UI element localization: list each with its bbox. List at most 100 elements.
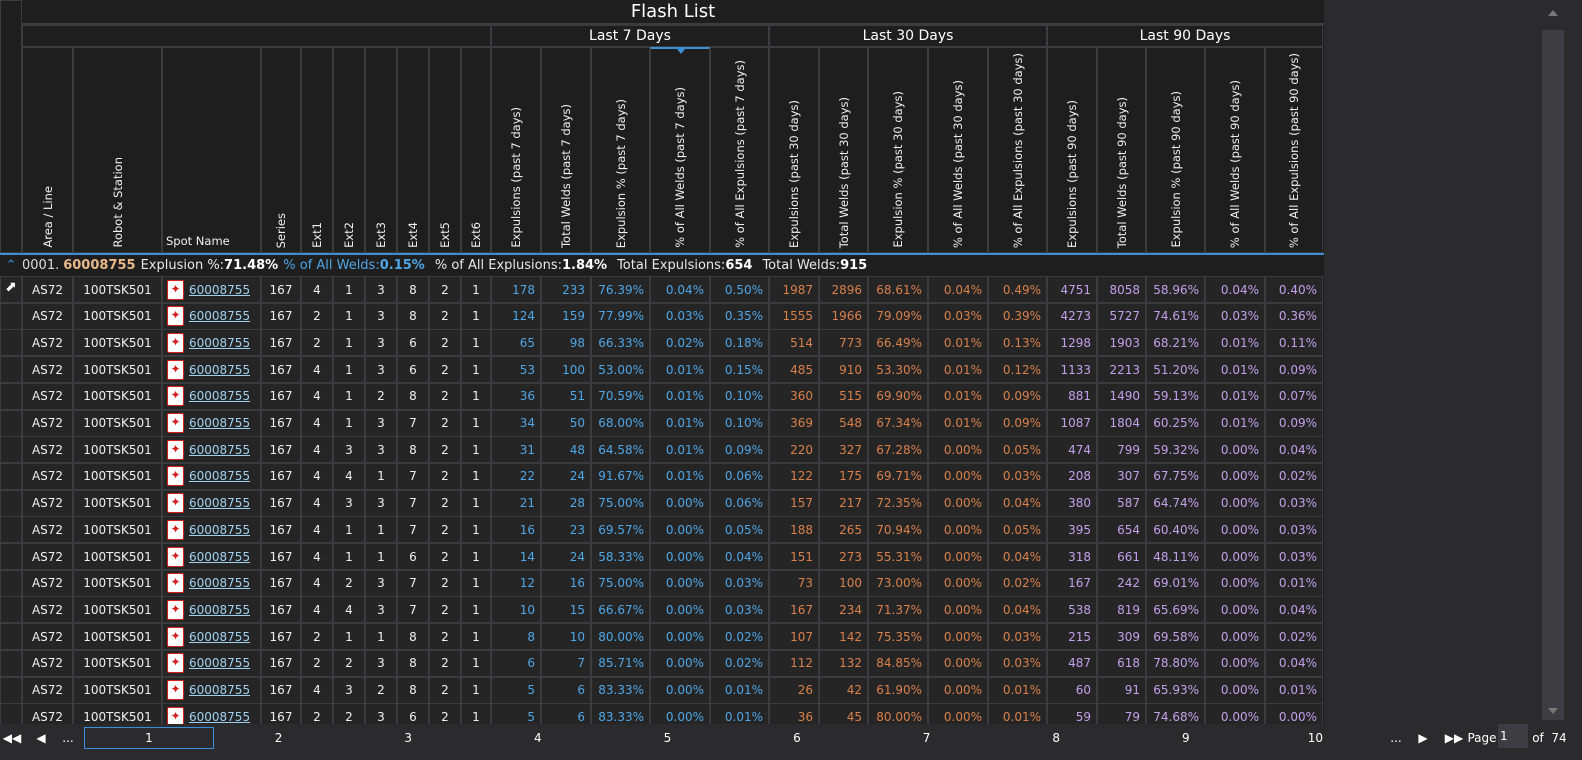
pdf-icon[interactable]: ✦: [167, 279, 184, 300]
spot-link[interactable]: 60008755: [189, 656, 251, 671]
column-header[interactable]: % of All Expulsions (past 7 days): [710, 47, 769, 253]
vertical-scrollbar[interactable]: [1538, 0, 1568, 724]
page-7-button[interactable]: 7: [922, 731, 931, 745]
spot-link[interactable]: 60008755: [189, 416, 251, 430]
row-indicator[interactable]: ⬈: [0, 276, 22, 303]
column-header[interactable]: Total Welds (past 7 days): [541, 47, 591, 253]
cell-spot-name[interactable]: ✦ 60008755: [162, 436, 261, 464]
pdf-icon[interactable]: ✦: [167, 439, 184, 460]
row-indicator[interactable]: [0, 329, 22, 357]
column-header[interactable]: Ext3: [365, 47, 397, 253]
cell-spot-name[interactable]: ✦ 60008755: [162, 462, 261, 490]
cell-spot-name[interactable]: ✦ 60008755: [162, 623, 261, 651]
page-10-button[interactable]: 10: [1307, 731, 1324, 745]
pdf-icon[interactable]: ✦: [167, 493, 184, 514]
page-5-button[interactable]: 5: [663, 731, 672, 745]
pdf-icon[interactable]: ✦: [167, 306, 184, 327]
column-header[interactable]: Expulsion % (past 7 days): [591, 47, 650, 253]
page-1-button[interactable]: 1: [84, 727, 214, 749]
spot-link[interactable]: 60008755: [189, 496, 251, 511]
row-indicator[interactable]: [0, 569, 22, 597]
pdf-icon[interactable]: ✦: [167, 466, 184, 487]
column-header[interactable]: Expulsion % (past 30 days): [868, 47, 928, 253]
cell-spot-name[interactable]: ✦ 60008755: [162, 329, 261, 357]
cell-spot-name[interactable]: ✦ 60008755: [162, 569, 261, 597]
column-header[interactable]: Ext6: [461, 47, 491, 253]
last-page-button[interactable]: ▶▶: [1444, 731, 1464, 745]
column-header[interactable]: % of All Welds (past 90 days): [1205, 47, 1265, 253]
spot-link[interactable]: 60008755: [189, 389, 251, 404]
prev-page-button[interactable]: ◀: [36, 731, 46, 745]
sort-desc-icon[interactable]: [677, 49, 685, 54]
pdf-icon[interactable]: ✦: [167, 573, 184, 594]
spot-link[interactable]: 60008755: [189, 576, 251, 591]
scrollbar-thumb[interactable]: [1542, 30, 1564, 720]
column-header[interactable]: Expulsion % (past 90 days): [1146, 47, 1205, 253]
cell-spot-name[interactable]: ✦ 60008755: [162, 703, 261, 724]
spot-link[interactable]: 60008755: [189, 362, 251, 377]
cell-spot-name[interactable]: ✦ 60008755: [162, 409, 261, 437]
pdf-icon[interactable]: ✦: [167, 680, 184, 700]
spot-link[interactable]: 60008755: [189, 309, 251, 324]
spot-link[interactable]: 60008755: [189, 335, 251, 350]
column-header[interactable]: Area / Line: [22, 47, 73, 253]
pdf-icon[interactable]: ✦: [167, 599, 184, 620]
row-indicator[interactable]: [0, 623, 22, 651]
row-indicator[interactable]: [0, 382, 22, 410]
row-indicator[interactable]: [0, 462, 22, 490]
scroll-down-icon[interactable]: [1548, 708, 1558, 714]
row-indicator[interactable]: [0, 649, 22, 677]
cell-spot-name[interactable]: ✦ 60008755: [162, 543, 261, 570]
column-header[interactable]: Spot Name: [162, 47, 261, 253]
column-header[interactable]: Robot & Station: [73, 47, 162, 253]
pdf-icon[interactable]: ✦: [167, 706, 184, 724]
cell-spot-name[interactable]: ✦ 60008755: [162, 676, 261, 704]
page-9-button[interactable]: 9: [1181, 731, 1190, 745]
column-header[interactable]: Ext1: [301, 47, 333, 253]
column-header[interactable]: Total Welds (past 30 days): [819, 47, 868, 253]
column-header[interactable]: Expulsions (past 7 days): [491, 47, 541, 253]
spot-link[interactable]: 60008755: [189, 549, 251, 564]
row-indicator[interactable]: [0, 596, 22, 624]
scroll-up-icon[interactable]: [1548, 10, 1558, 16]
spot-link[interactable]: 60008755: [189, 282, 251, 297]
spot-link[interactable]: 60008755: [189, 602, 251, 617]
page-3-button[interactable]: 3: [404, 731, 412, 745]
cell-spot-name[interactable]: ✦ 60008755: [162, 302, 261, 330]
column-header[interactable]: % of All Expulsions (past 30 days): [988, 47, 1047, 253]
column-header[interactable]: Expulsions (past 30 days): [769, 47, 819, 253]
spot-link[interactable]: 60008755: [189, 469, 251, 484]
cell-spot-name[interactable]: ✦ 60008755: [162, 649, 261, 677]
row-indicator[interactable]: [0, 409, 22, 437]
spot-link[interactable]: 60008755: [189, 709, 251, 724]
column-header[interactable]: % of All Welds (past 7 days): [650, 47, 710, 253]
pdf-icon[interactable]: ✦: [167, 653, 184, 674]
spot-link[interactable]: 60008755: [189, 683, 251, 697]
cell-spot-name[interactable]: ✦ 60008755: [162, 276, 261, 303]
column-header[interactable]: Expulsions (past 90 days): [1047, 47, 1097, 253]
cell-spot-name[interactable]: ✦ 60008755: [162, 596, 261, 624]
column-header[interactable]: Ext2: [333, 47, 365, 253]
row-indicator[interactable]: [0, 436, 22, 464]
page-6-button[interactable]: 6: [793, 731, 801, 745]
spot-link[interactable]: 60008755: [189, 629, 251, 644]
column-header[interactable]: Series: [261, 47, 301, 253]
cell-spot-name[interactable]: ✦ 60008755: [162, 489, 261, 517]
spot-link[interactable]: 60008755: [189, 442, 251, 457]
row-indicator[interactable]: [0, 489, 22, 517]
pdf-icon[interactable]: ✦: [167, 332, 184, 353]
row-indicator[interactable]: [0, 356, 22, 384]
row-indicator[interactable]: [0, 516, 22, 544]
column-header[interactable]: Ext5: [429, 47, 461, 253]
group-row[interactable]: ⌃ 0001. 60008755 Explusion %: 71.48% % o…: [0, 253, 1324, 276]
cell-spot-name[interactable]: ✦ 60008755: [162, 356, 261, 384]
row-indicator[interactable]: [0, 543, 22, 570]
cell-spot-name[interactable]: ✦ 60008755: [162, 516, 261, 544]
first-page-button[interactable]: ◀◀: [2, 731, 22, 745]
column-header[interactable]: % of All Welds (past 30 days): [928, 47, 988, 253]
pdf-icon[interactable]: ✦: [167, 626, 184, 647]
page-4-button[interactable]: 4: [533, 731, 542, 745]
pdf-icon[interactable]: ✦: [167, 359, 184, 380]
pdf-icon[interactable]: ✦: [167, 546, 184, 567]
row-indicator[interactable]: [0, 676, 22, 704]
